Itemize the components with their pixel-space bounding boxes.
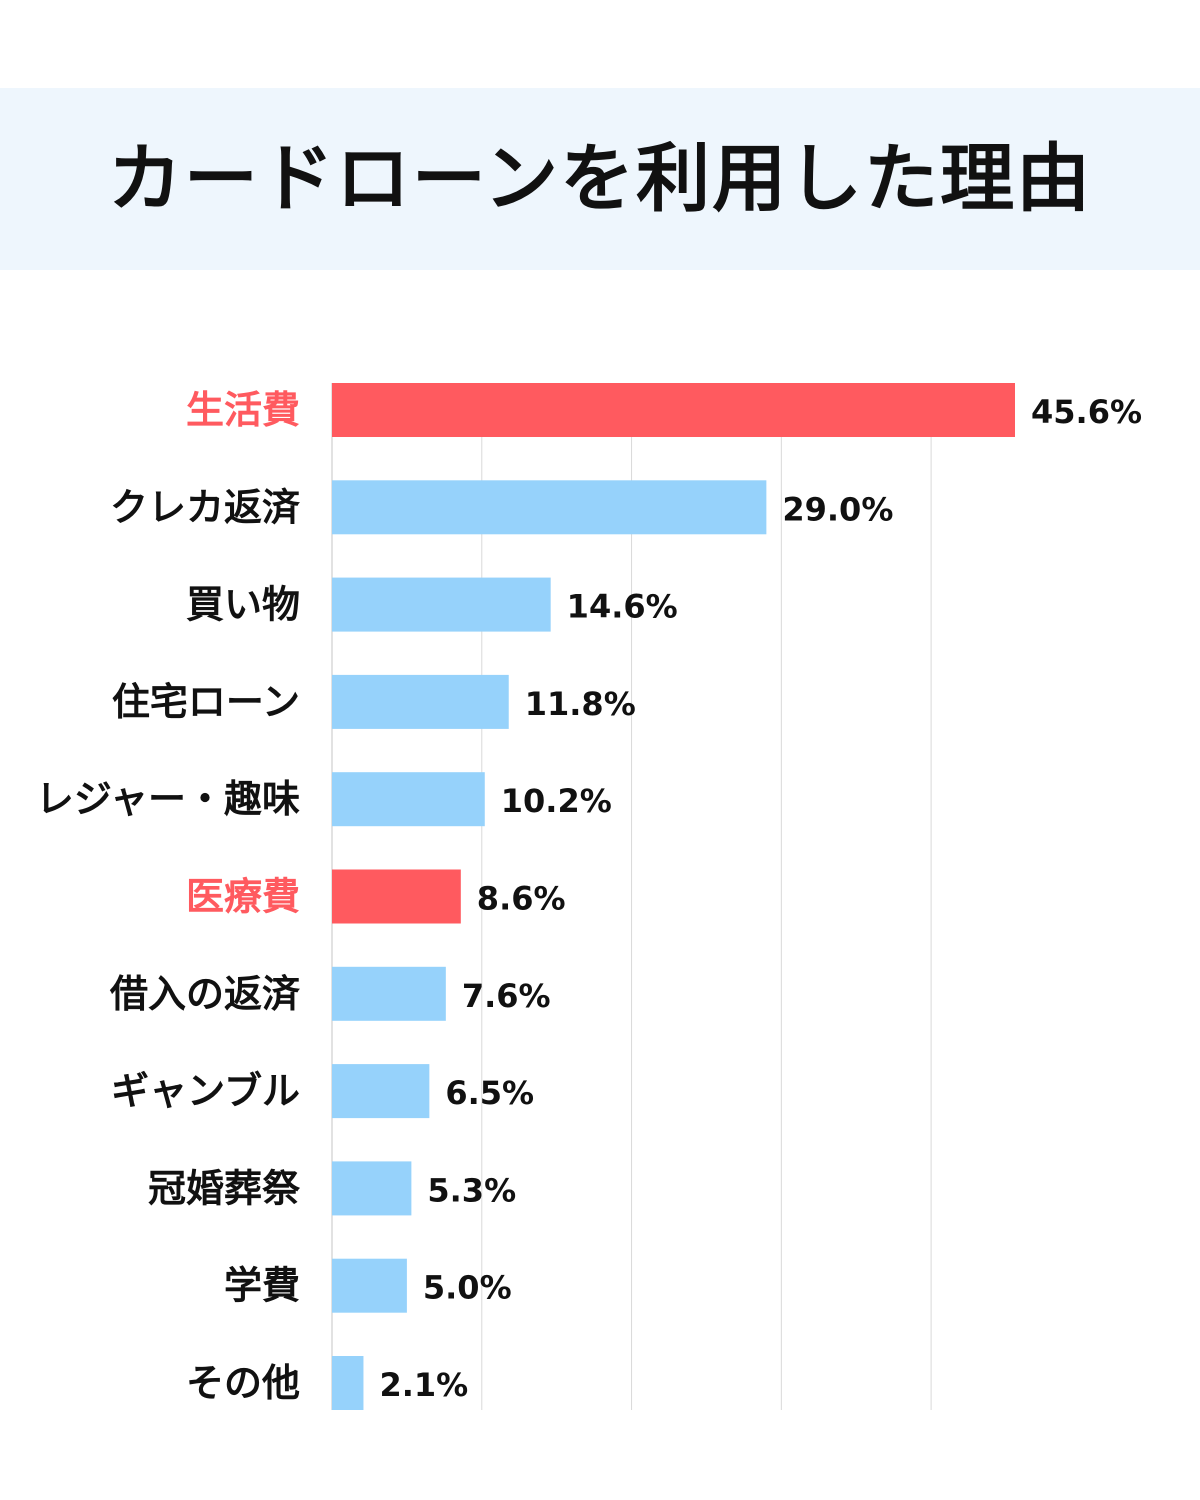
value-label: 5.3%	[427, 1171, 516, 1209]
value-label: 14.6%	[567, 588, 678, 626]
bar	[332, 869, 461, 924]
bar	[332, 577, 551, 632]
category-label: クレカ返済	[110, 485, 301, 529]
title-band: カードローンを利用した理由	[0, 88, 1200, 270]
category-label: 学費	[224, 1264, 300, 1308]
value-label: 45.6%	[1031, 393, 1142, 431]
value-label: 5.0%	[423, 1269, 512, 1307]
bar	[332, 674, 509, 729]
bar	[332, 772, 485, 827]
bar	[332, 1356, 364, 1410]
bar	[332, 1258, 407, 1313]
value-label: 8.6%	[477, 880, 566, 918]
bar	[332, 1064, 430, 1119]
value-label: 2.1%	[379, 1366, 468, 1404]
value-label: 10.2%	[501, 782, 612, 820]
bar	[332, 383, 1015, 437]
value-label: 7.6%	[462, 977, 551, 1015]
chart-title: カードローンを利用した理由	[107, 136, 1093, 222]
bar	[332, 480, 767, 535]
category-label: その他	[186, 1361, 300, 1405]
bar	[332, 1161, 412, 1216]
category-label: 買い物	[186, 583, 300, 627]
value-label: 6.5%	[445, 1074, 534, 1112]
category-label: 冠婚葬祭	[148, 1166, 301, 1210]
category-label: レジャー・趣味	[36, 777, 300, 821]
value-label: 11.8%	[525, 685, 636, 723]
category-label: 医療費	[186, 875, 300, 919]
category-label: ギャンブル	[111, 1069, 300, 1113]
category-label: 生活費	[186, 388, 300, 432]
category-label: 住宅ローン	[112, 680, 300, 724]
category-label: 借入の返済	[109, 972, 301, 1016]
bar	[332, 966, 446, 1021]
value-label: 29.0%	[782, 490, 893, 528]
